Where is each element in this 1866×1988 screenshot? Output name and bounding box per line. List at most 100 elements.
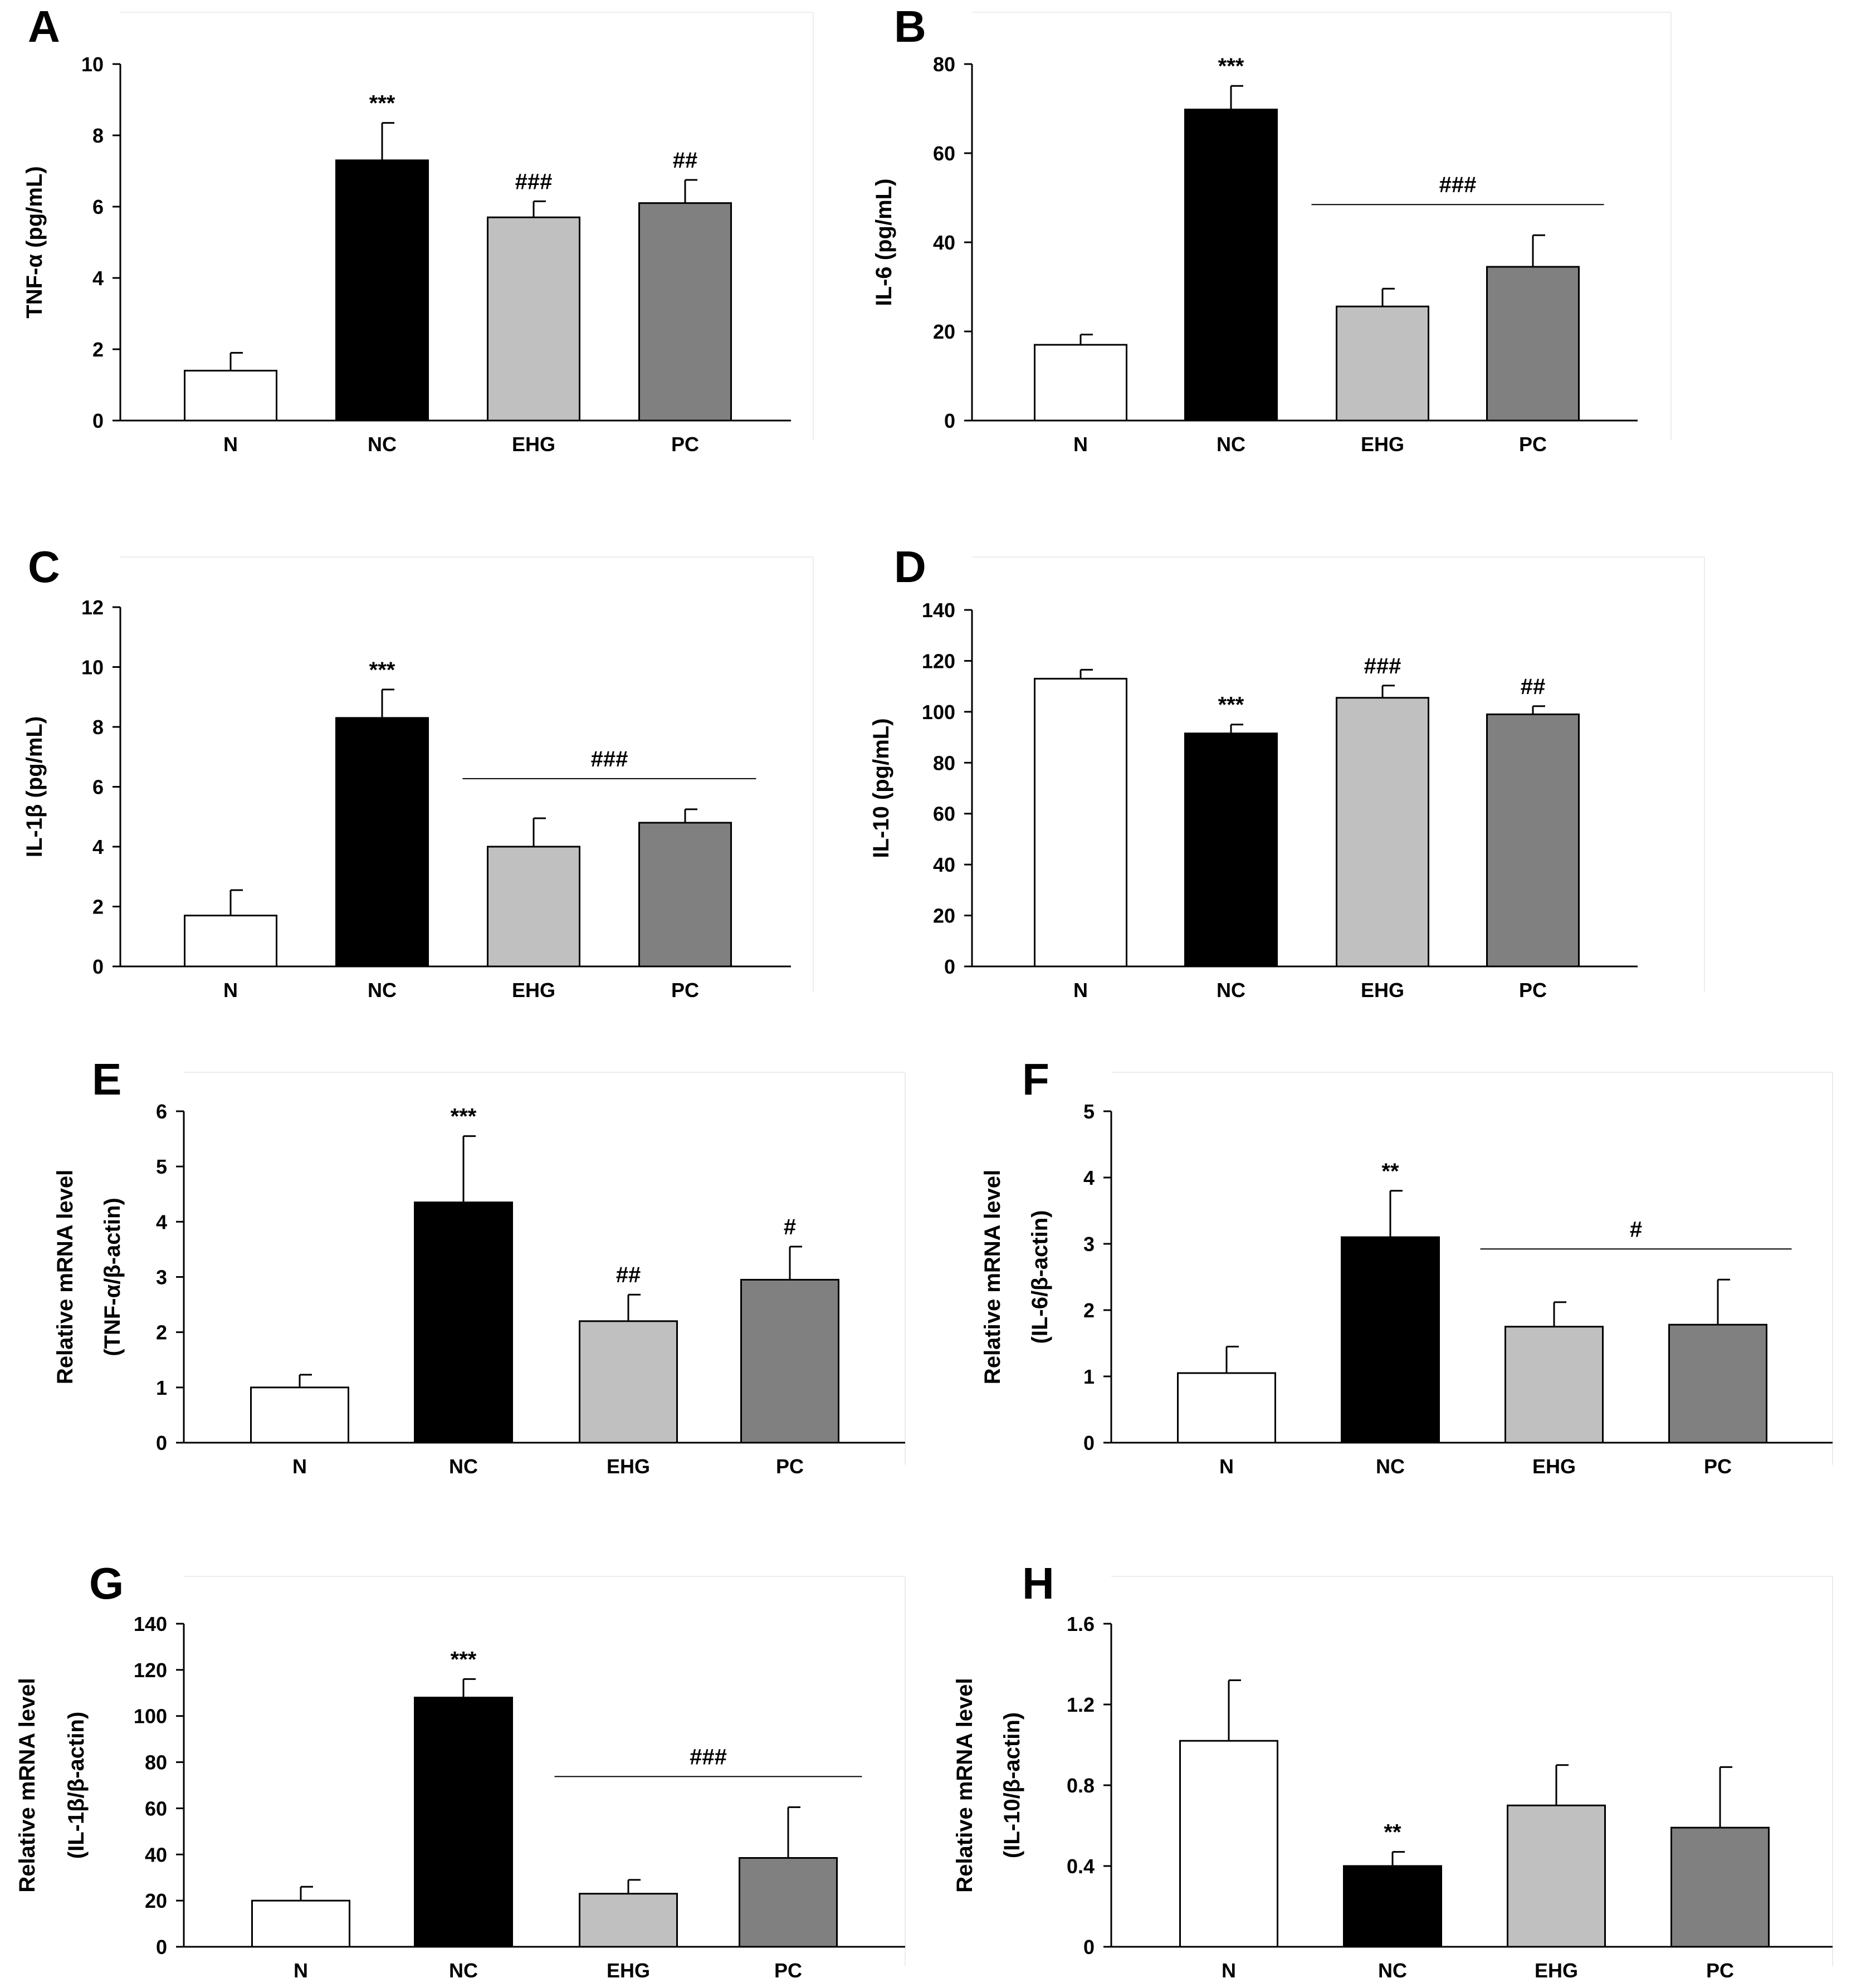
x-tick-label: N [1222, 1959, 1236, 1982]
y-axis-label-secondary: (TNF-α/β-actin) [100, 1198, 125, 1356]
significance-label: *** [369, 91, 395, 116]
bar-ehg [487, 216, 580, 422]
panel-letter: H [1022, 1559, 1054, 1608]
x-tick-label: PC [671, 979, 699, 1002]
bar-n [250, 1386, 349, 1444]
x-tick-label: PC [1519, 433, 1547, 456]
x-tick-label: NC [449, 1959, 478, 1982]
y-axis-label: IL-6 (pg/mL) [872, 179, 896, 306]
y-tick-label: 0 [1083, 1936, 1095, 1958]
bar-ehg [1507, 1804, 1606, 1948]
bar-n [1034, 344, 1127, 422]
bar-ehg [1336, 305, 1429, 422]
y-axis-label-secondary: (IL-10/β-actin) [1000, 1712, 1024, 1858]
y-tick-label: 80 [933, 53, 955, 76]
bar-pc [1486, 266, 1580, 422]
y-tick-label: 60 [933, 142, 955, 165]
x-tick-label: EHG [512, 433, 555, 456]
y-tick-label: 0 [1083, 1432, 1095, 1454]
x-tick-label: NC [1217, 433, 1245, 456]
bar-n [251, 1899, 350, 1948]
y-axis-label-secondary: (IL-6/β-actin) [1028, 1210, 1052, 1344]
y-tick-label: 5 [1083, 1100, 1095, 1123]
bar-nc [335, 717, 429, 968]
panel-c: C 0 2 4 6 8 10 12 IL-1β (pg/mL) N NC *** EHG PC ### [22, 542, 814, 1002]
bar-n [184, 915, 277, 968]
panel-letter: D [894, 542, 926, 592]
x-tick-label: NC [368, 433, 397, 456]
x-tick-label: NC [449, 1455, 478, 1478]
y-tick-label: 10 [81, 53, 104, 76]
y-tick-label: 1.2 [1067, 1693, 1095, 1716]
panel-letter: E [92, 1054, 121, 1104]
x-tick-label: PC [776, 1455, 804, 1478]
y-tick-label: 3 [1083, 1233, 1095, 1256]
y-tick-label: 80 [933, 751, 955, 774]
significance-label: ### [1364, 654, 1401, 678]
panel-h: H 0 0.4 0.8 1.2 1.6 Relative mRNA level (IL-10/… [952, 1559, 1833, 1982]
y-tick-label: 0 [944, 955, 955, 978]
y-tick-label: 40 [933, 231, 955, 254]
y-tick-label: 3 [156, 1266, 167, 1289]
y-axis-label: TNF-α (pg/mL) [22, 166, 47, 318]
y-tick-label: 2 [92, 338, 104, 361]
x-tick-label: PC [671, 433, 699, 456]
panel-letter: C [28, 542, 60, 592]
x-tick-label: EHG [607, 1455, 650, 1478]
significance-label: ## [1521, 675, 1546, 699]
bar-pc [638, 202, 732, 422]
panel-letter: F [1022, 1054, 1049, 1104]
y-tick-label: 80 [145, 1751, 167, 1774]
x-tick-label: EHG [512, 979, 555, 1002]
bracket-label: ### [1439, 173, 1477, 197]
bracket-label: ### [591, 747, 628, 771]
panel-letter: G [89, 1559, 124, 1608]
panel-letter: B [894, 2, 926, 51]
panel-f: F 0 1 2 3 4 5 Relative mRNA level (IL-6/β-actin)… [980, 1054, 1833, 1478]
y-tick-label: 6 [92, 776, 104, 799]
panel-letter: A [28, 2, 60, 51]
x-tick-label: N [294, 1959, 308, 1982]
y-tick-label: 20 [933, 905, 955, 927]
y-tick-label: 2 [156, 1321, 167, 1344]
y-tick-label: 6 [92, 196, 104, 218]
bracket-label: ### [690, 1745, 727, 1769]
x-tick-label: N [1073, 979, 1088, 1002]
x-tick-label: PC [1706, 1959, 1734, 1982]
x-tick-label: EHG [1532, 1455, 1576, 1478]
bar-n [184, 369, 277, 422]
y-tick-label: 20 [933, 320, 955, 343]
y-tick-label: 4 [92, 267, 104, 290]
y-tick-label: 60 [933, 803, 955, 826]
y-tick-label: 0 [92, 955, 104, 978]
x-tick-label: NC [368, 979, 397, 1002]
y-axis-label: Relative mRNA level [952, 1678, 977, 1892]
y-tick-label: 8 [92, 716, 104, 739]
y-tick-label: 4 [1083, 1166, 1095, 1189]
significance-label: ## [616, 1263, 641, 1287]
y-tick-label: 0.4 [1067, 1855, 1095, 1878]
y-tick-label: 100 [922, 701, 955, 724]
y-tick-label: 40 [933, 853, 955, 876]
y-axis-label: Relative mRNA level [53, 1170, 77, 1384]
bar-ehg [1336, 697, 1429, 968]
bar-n [1034, 677, 1127, 968]
y-tick-label: 6 [156, 1100, 167, 1123]
bar-ehg [579, 1320, 678, 1444]
y-tick-label: 0 [944, 409, 955, 432]
y-axis-label: IL-1β (pg/mL) [22, 716, 47, 857]
significance-label: *** [451, 1647, 477, 1672]
y-tick-label: 2 [1083, 1299, 1095, 1322]
significance-label: *** [1218, 54, 1244, 79]
bar-nc [1184, 109, 1278, 422]
x-tick-label: NC [1378, 1959, 1407, 1982]
y-tick-label: 100 [134, 1705, 167, 1728]
significance-label: ## [673, 148, 698, 173]
panel-e: E 0 1 2 3 4 5 6 Relative mRNA level (TNF-α/β-acti… [53, 1054, 906, 1478]
y-tick-label: 4 [92, 836, 104, 858]
x-tick-label: EHG [1535, 1959, 1578, 1982]
x-tick-label: EHG [607, 1959, 650, 1982]
bar-nc [1184, 732, 1278, 968]
bar-nc [1341, 1236, 1440, 1444]
